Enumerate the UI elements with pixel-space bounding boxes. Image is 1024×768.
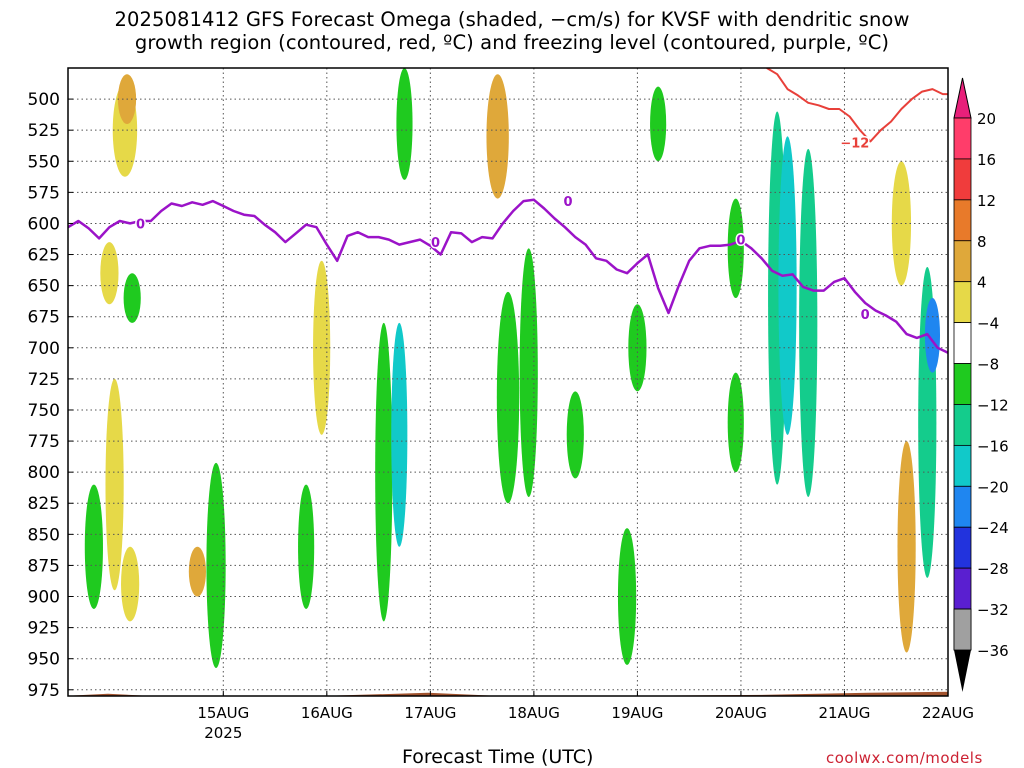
colorbar-label-7: −12 <box>977 396 1009 414</box>
colorbar-label-12: −32 <box>977 601 1009 619</box>
x-tick-label-0: 15AUG <box>197 704 249 722</box>
x-tick-label-5: 20AUG <box>715 704 767 722</box>
omega-region-3 <box>123 273 141 323</box>
chart-title: 2025081412 GFS Forecast Omega (shaded, −… <box>0 8 1024 54</box>
dgz-minus12-contour-label-0: −12 <box>840 137 869 152</box>
omega-region-12 <box>391 322 408 547</box>
y-tick-label-19: 975 <box>28 681 60 701</box>
colorbar-swatch-5 <box>953 322 972 364</box>
colorbar-swatch-6 <box>953 363 972 405</box>
omega-region-4 <box>84 484 103 609</box>
colorbar-swatch-9 <box>953 485 972 528</box>
omega-region-22 <box>727 372 744 473</box>
colorbar-swatch-1 <box>953 158 972 201</box>
y-tick-label-6: 650 <box>28 277 60 297</box>
colorbar-label-0: 20 <box>977 110 996 128</box>
freezing-level-contour-label-1: 0 <box>431 236 440 251</box>
colorbar-label-8: −16 <box>977 437 1009 455</box>
freezing-level-contour-label-3: 0 <box>736 234 745 249</box>
freezing-level-contour <box>68 198 948 354</box>
y-tick-label-3: 575 <box>28 183 60 203</box>
freezing-level-contour-label-4: 0 <box>861 308 870 323</box>
x-tick-label-3: 18AUG <box>508 704 560 722</box>
colorbar-label-11: −28 <box>977 560 1009 578</box>
colorbar-swatch-2 <box>953 199 972 242</box>
y-tick-label-4: 600 <box>28 214 60 234</box>
y-tick-label-7: 675 <box>28 308 60 328</box>
y-tick-label-9: 725 <box>28 370 60 390</box>
omega-region-16 <box>519 248 538 498</box>
x-tick-label-6: 21AUG <box>818 704 870 722</box>
colorbar-swatch-gray <box>953 608 972 651</box>
y-tick-label-18: 950 <box>28 650 60 670</box>
colorbar-swatch-7 <box>953 404 972 446</box>
y-tick-label-11: 775 <box>28 432 60 452</box>
dgz-minus12-contour <box>766 68 948 143</box>
omega-region-15 <box>496 291 520 504</box>
omega-region-14 <box>486 74 509 199</box>
omega-region-2 <box>100 242 119 305</box>
colorbar-label-6: −8 <box>977 356 999 374</box>
plot-frame <box>67 67 949 697</box>
colorbar-label-10: −24 <box>977 519 1009 537</box>
freezing-level-contour-label-0: 0 <box>136 217 145 232</box>
omega-region-27 <box>897 441 916 653</box>
omega-region-9 <box>298 484 315 609</box>
colorbar-swatch-10 <box>953 526 972 569</box>
colorbar-bottom-arrow <box>954 650 971 692</box>
omega-region-24 <box>778 136 797 435</box>
colorbar-label-9: −20 <box>977 478 1009 496</box>
omega-region-8 <box>206 462 226 669</box>
omega-region-18 <box>650 86 667 162</box>
colorbar-label-1: 16 <box>977 151 996 169</box>
colorbar-label-3: 8 <box>977 233 987 251</box>
x-tick-label-1: 16AUG <box>301 704 353 722</box>
omega-region-13 <box>396 68 413 180</box>
omega-region-25 <box>799 148 818 498</box>
y-tick-label-15: 875 <box>28 556 60 576</box>
x-tick-label-4: 19AUG <box>611 704 663 722</box>
y-tick-label-1: 525 <box>28 121 60 141</box>
y-tick-label-17: 925 <box>28 619 60 639</box>
omega-region-7 <box>188 546 206 597</box>
omega-region-5 <box>105 378 124 591</box>
colorbar-label-2: 12 <box>977 192 996 210</box>
colorbar-label-4: 4 <box>977 274 987 292</box>
colorbar-label-5: −4 <box>977 315 999 333</box>
y-tick-label-10: 750 <box>28 401 60 421</box>
x-tick-label-7: 22AUG <box>922 704 974 722</box>
colorbar-swatch-0 <box>953 117 972 160</box>
colorbar-swatch-11 <box>953 567 972 610</box>
y-tick-label-5: 625 <box>28 246 60 266</box>
y-tick-label-0: 500 <box>28 90 60 110</box>
chart-title-line-2: growth region (contoured, red, ºC) and f… <box>134 31 890 54</box>
omega-region-17 <box>566 391 584 479</box>
source-credit: coolwx.com/models <box>826 749 983 767</box>
colorbar-swatch-4 <box>953 281 972 324</box>
y-tick-label-14: 850 <box>28 525 60 545</box>
colorbar-top-arrow <box>953 77 972 119</box>
omega-region-10 <box>313 260 331 435</box>
colorbar-swatch-3 <box>953 240 972 283</box>
colorbar-label-13: −36 <box>977 642 1009 660</box>
y-tick-label-2: 550 <box>28 152 60 172</box>
plot-area: −12 0 0 0 0 0 <box>68 68 948 696</box>
surface-terrain <box>68 691 948 696</box>
x-tick-label-2: 17AUG <box>404 704 456 722</box>
omega-region-6 <box>121 546 140 622</box>
chart-title-line-1: 2025081412 GFS Forecast Omega (shaded, −… <box>114 8 910 31</box>
x-tick-sublabel-0: 2025 <box>204 724 242 742</box>
y-tick-label-8: 700 <box>28 339 60 359</box>
x-axis-title: Forecast Time (UTC) <box>402 746 594 768</box>
y-tick-label-16: 900 <box>28 588 60 608</box>
y-tick-label-13: 825 <box>28 494 60 514</box>
freezing-level-contour-label-2: 0 <box>564 195 573 210</box>
colorbar-swatch-8 <box>953 444 972 487</box>
y-tick-label-12: 800 <box>28 463 60 483</box>
